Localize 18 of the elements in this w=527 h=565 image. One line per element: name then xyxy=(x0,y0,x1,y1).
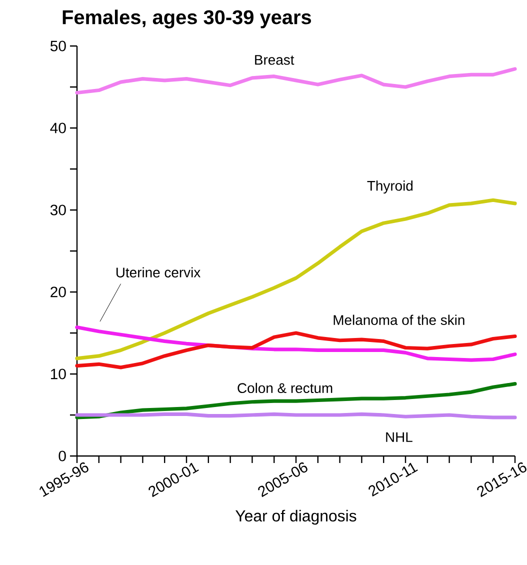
line-series xyxy=(75,331,517,370)
y-tick-label: 40 xyxy=(50,122,66,134)
series-label: Thyroid xyxy=(367,180,413,194)
line-series xyxy=(75,198,517,360)
chart-title: Females, ages 30-39 years xyxy=(62,10,312,28)
y-tick-label: 30 xyxy=(50,204,66,216)
y-tick-label: 20 xyxy=(50,286,66,298)
series-label: Melanoma of the skin xyxy=(334,314,464,325)
line-series xyxy=(75,382,517,420)
text: Uterine cervix xyxy=(116,267,200,278)
series-label: Breast xyxy=(255,55,294,65)
y-tick-label: 50 xyxy=(50,40,66,52)
y-tick-label: 10 xyxy=(50,368,66,380)
series-label: Colon & rectum xyxy=(238,382,332,394)
line-series xyxy=(75,67,517,95)
x-axis-title: Year of diagnosis xyxy=(235,510,356,525)
series-label: NHL xyxy=(386,432,412,442)
y-tick-label: 0 xyxy=(58,450,66,462)
